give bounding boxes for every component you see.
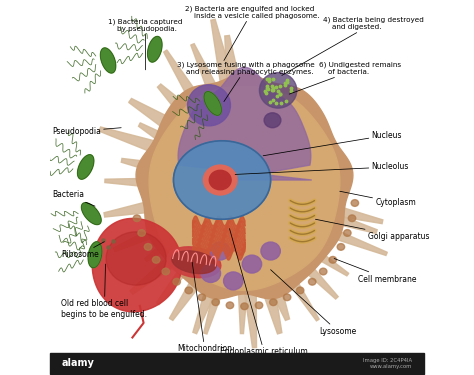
Ellipse shape — [296, 287, 304, 294]
Ellipse shape — [167, 247, 221, 278]
Polygon shape — [315, 207, 377, 234]
Ellipse shape — [203, 165, 237, 195]
Text: Cytoplasm: Cytoplasm — [340, 191, 416, 207]
Text: 6) Undigested remains
    of bacteria.: 6) Undigested remains of bacteria. — [289, 61, 401, 94]
Polygon shape — [164, 50, 207, 114]
Ellipse shape — [337, 243, 345, 250]
Text: alamy: alamy — [62, 358, 94, 369]
Ellipse shape — [138, 230, 146, 236]
Ellipse shape — [212, 299, 219, 306]
Ellipse shape — [162, 268, 170, 275]
Polygon shape — [121, 158, 172, 177]
Ellipse shape — [264, 113, 281, 128]
Polygon shape — [128, 99, 188, 140]
Polygon shape — [264, 272, 290, 320]
Text: Nucleolus: Nucleolus — [235, 162, 409, 174]
Ellipse shape — [309, 278, 316, 285]
Polygon shape — [88, 242, 102, 268]
Text: Endoplasmic reticulum: Endoplasmic reticulum — [220, 229, 308, 356]
Ellipse shape — [201, 264, 220, 282]
Ellipse shape — [144, 243, 152, 250]
Polygon shape — [279, 264, 319, 321]
Polygon shape — [105, 178, 170, 189]
Ellipse shape — [106, 232, 166, 285]
Polygon shape — [193, 272, 223, 334]
Polygon shape — [310, 220, 387, 255]
Ellipse shape — [344, 230, 351, 236]
Bar — [50, 352, 424, 374]
Polygon shape — [191, 44, 223, 102]
Polygon shape — [99, 127, 177, 160]
Text: Old red blood cell
begins to be engulfed.: Old red blood cell begins to be engulfed… — [62, 264, 147, 319]
Polygon shape — [238, 281, 248, 334]
Polygon shape — [82, 203, 101, 225]
Ellipse shape — [351, 200, 359, 206]
Polygon shape — [243, 280, 256, 348]
Text: Golgi apparatus: Golgi apparatus — [316, 219, 429, 241]
Polygon shape — [204, 275, 228, 334]
Ellipse shape — [209, 170, 231, 190]
Polygon shape — [316, 200, 383, 223]
Text: Lysosome: Lysosome — [271, 270, 356, 336]
Polygon shape — [211, 20, 237, 98]
Ellipse shape — [348, 215, 356, 222]
Text: 3) Lysosome fusing with a phagosome
    and releasing phagocytic enzymes.: 3) Lysosome fusing with a phagosome and … — [177, 61, 315, 102]
Text: Nucleus: Nucleus — [263, 131, 402, 156]
Ellipse shape — [188, 85, 230, 126]
Ellipse shape — [261, 242, 280, 260]
Ellipse shape — [259, 73, 297, 108]
Text: 4) Bacteria being destroyed
    and digested.: 4) Bacteria being destroyed and digested… — [282, 16, 424, 75]
Ellipse shape — [133, 215, 141, 222]
Polygon shape — [169, 264, 211, 320]
Ellipse shape — [172, 251, 216, 274]
Text: 2) Bacteria are engulfed and locked
    inside a vesicle called phagosome.: 2) Bacteria are engulfed and locked insi… — [185, 5, 319, 60]
Ellipse shape — [329, 256, 337, 263]
Ellipse shape — [153, 256, 160, 263]
Polygon shape — [114, 217, 178, 252]
Text: 1) Bacteria captured
    by pseudopodia.: 1) Bacteria captured by pseudopodia. — [108, 18, 182, 70]
Ellipse shape — [173, 278, 181, 285]
Ellipse shape — [242, 255, 262, 273]
Polygon shape — [147, 36, 162, 62]
Text: Bacteria: Bacteria — [52, 190, 95, 206]
Ellipse shape — [173, 141, 271, 219]
Polygon shape — [136, 73, 353, 299]
Text: Cell membrane: Cell membrane — [334, 258, 417, 284]
Polygon shape — [104, 196, 172, 217]
Polygon shape — [157, 84, 199, 125]
Polygon shape — [100, 48, 116, 73]
Polygon shape — [78, 155, 94, 179]
Text: Pseudopodia: Pseudopodia — [52, 127, 121, 136]
Ellipse shape — [198, 294, 206, 301]
Polygon shape — [204, 92, 221, 115]
Polygon shape — [145, 230, 183, 261]
Polygon shape — [149, 86, 340, 290]
Text: Image ID: 2C4P4IA
www.alamy.com: Image ID: 2C4P4IA www.alamy.com — [364, 358, 412, 369]
Ellipse shape — [255, 302, 263, 309]
Polygon shape — [258, 275, 282, 334]
Polygon shape — [300, 241, 349, 276]
Ellipse shape — [319, 268, 327, 275]
Ellipse shape — [185, 287, 192, 294]
Ellipse shape — [224, 272, 243, 290]
Ellipse shape — [283, 294, 291, 301]
Polygon shape — [225, 35, 243, 96]
Ellipse shape — [226, 302, 234, 309]
Ellipse shape — [210, 242, 230, 260]
Ellipse shape — [241, 303, 248, 310]
Text: Mitochondrion: Mitochondrion — [177, 262, 232, 353]
Polygon shape — [92, 218, 182, 312]
Text: Ribosome: Ribosome — [62, 242, 104, 259]
Polygon shape — [130, 243, 192, 294]
Polygon shape — [291, 252, 338, 299]
Polygon shape — [138, 123, 180, 153]
Polygon shape — [178, 68, 312, 180]
Ellipse shape — [270, 299, 277, 306]
Polygon shape — [156, 253, 198, 305]
